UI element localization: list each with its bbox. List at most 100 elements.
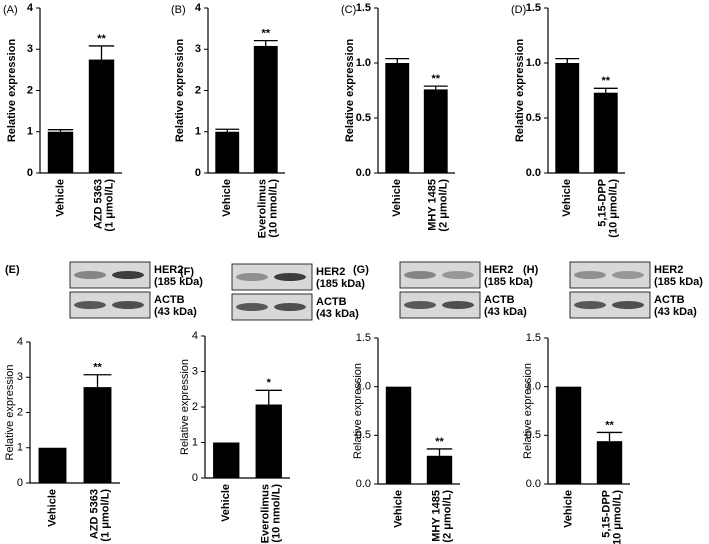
bar	[593, 92, 618, 173]
y-tick-label: 0.0	[356, 167, 371, 179]
blot-band	[442, 301, 474, 309]
significance: **	[605, 419, 614, 431]
y-tick-label: 0.0	[526, 167, 541, 179]
panel-label: (H)	[523, 264, 539, 276]
blot-size: (43 kDa)	[654, 306, 697, 318]
bar	[83, 387, 112, 483]
y-tick-label: 4	[195, 2, 202, 14]
y-axis-label: Relative expression	[4, 365, 16, 461]
y-axis-label: Relative expression	[6, 39, 18, 143]
bar	[555, 386, 582, 484]
blot-size: (185 kDa)	[654, 276, 703, 288]
y-tick-label: 2	[195, 84, 201, 96]
blot-label: HER2	[154, 264, 183, 276]
y-tick-label: 0.5	[356, 429, 371, 441]
x-tick-label: Everolimus	[260, 484, 272, 543]
y-tick-label: 1.5	[356, 332, 371, 344]
x-tick-note: (10 μmol/L)	[608, 179, 620, 238]
blot-label: HER2	[484, 264, 513, 276]
bar	[555, 63, 580, 173]
y-tick-label: 2	[192, 401, 198, 413]
y-tick-label: 0.5	[526, 429, 541, 441]
panel-label: (B)	[171, 4, 186, 16]
bar	[426, 455, 453, 484]
x-tick-label: AZD 5363	[88, 489, 100, 539]
blot-band	[236, 303, 268, 311]
x-tick-label: Vehicle	[54, 179, 66, 217]
blot-band	[74, 271, 106, 279]
bar	[385, 386, 412, 484]
bar	[253, 45, 278, 174]
x-tick-note: (10 nmol/L)	[268, 179, 280, 238]
blot-size: (43 kDa)	[316, 308, 359, 320]
y-tick-label: 1.0	[356, 381, 371, 393]
blot-label: ACTB	[154, 294, 185, 306]
bar	[423, 89, 448, 173]
significance: **	[93, 362, 102, 374]
blot-size: (185 kDa)	[154, 276, 203, 288]
y-tick-label: 0	[195, 167, 201, 179]
x-tick-label: MHY 1485	[430, 490, 442, 542]
bar	[213, 442, 240, 478]
y-tick-label: 1	[195, 126, 201, 138]
x-tick-label: AZD 5363	[92, 179, 104, 229]
y-tick-label: 0.5	[356, 112, 371, 124]
significance: *	[267, 377, 272, 389]
x-tick-note: (1 μmol/L)	[99, 489, 111, 542]
y-tick-label: 3	[195, 43, 201, 55]
y-tick-label: 0.0	[526, 478, 541, 490]
x-tick-note: (2 μmol/L)	[441, 490, 453, 543]
blot-band	[574, 301, 606, 309]
y-tick-label: 4	[192, 330, 198, 342]
x-tick-note: (1 μmol/L)	[103, 179, 115, 232]
x-tick-note: (2 μmol/L)	[438, 179, 450, 232]
panel-label: (D)	[511, 4, 526, 16]
y-tick-label: 0	[17, 477, 23, 489]
bar	[88, 59, 115, 173]
y-axis-label: Relative expression	[352, 363, 364, 459]
blot-band	[112, 271, 144, 279]
y-tick-label: 3	[27, 43, 33, 55]
significance: **	[97, 33, 106, 45]
blot-band	[574, 271, 606, 279]
blot-size: (185 kDa)	[316, 278, 365, 290]
panel-label: (A)	[3, 4, 18, 16]
blot-band	[112, 301, 144, 309]
x-tick-label: Vehicle	[561, 179, 573, 217]
significance: **	[435, 436, 444, 448]
x-tick-label: MHY 1485	[427, 179, 439, 231]
y-tick-label: 1.5	[526, 2, 541, 14]
y-tick-label: 4	[27, 2, 34, 14]
blot-size: (43 kDa)	[484, 306, 527, 318]
bar	[215, 131, 240, 173]
y-axis-label: Relative expression	[514, 39, 526, 143]
y-tick-label: 4	[17, 336, 23, 348]
y-tick-label: 1	[17, 442, 23, 454]
bar	[596, 441, 623, 484]
x-tick-note: (10 nmol/L)	[271, 484, 283, 543]
y-tick-label: 1.5	[356, 2, 371, 14]
y-tick-label: 3	[192, 365, 198, 377]
x-tick-label: 5,15-DPP	[597, 179, 609, 227]
y-tick-label: 1.0	[526, 381, 541, 393]
panel-label: (F)	[180, 266, 194, 278]
x-tick-label: Vehicle	[392, 490, 404, 528]
bar	[385, 63, 410, 173]
y-tick-label: 1.5	[526, 332, 541, 344]
blot-label: HER2	[654, 264, 683, 276]
blot-label: ACTB	[654, 294, 685, 306]
significance: **	[601, 75, 610, 87]
blot-band	[74, 301, 106, 309]
blot-band	[274, 273, 306, 281]
y-axis-label: Relative expression	[179, 359, 191, 455]
panel-label: (E)	[5, 264, 20, 276]
panel-label: (C)	[341, 4, 356, 16]
y-tick-label: 1.0	[356, 57, 371, 69]
y-axis-label: Relative expression	[344, 39, 356, 143]
blot-size: (43 kDa)	[154, 306, 197, 318]
bar	[47, 131, 74, 173]
blot-frame	[399, 261, 481, 289]
blot-band	[442, 271, 474, 279]
y-tick-label: 1	[27, 126, 33, 138]
